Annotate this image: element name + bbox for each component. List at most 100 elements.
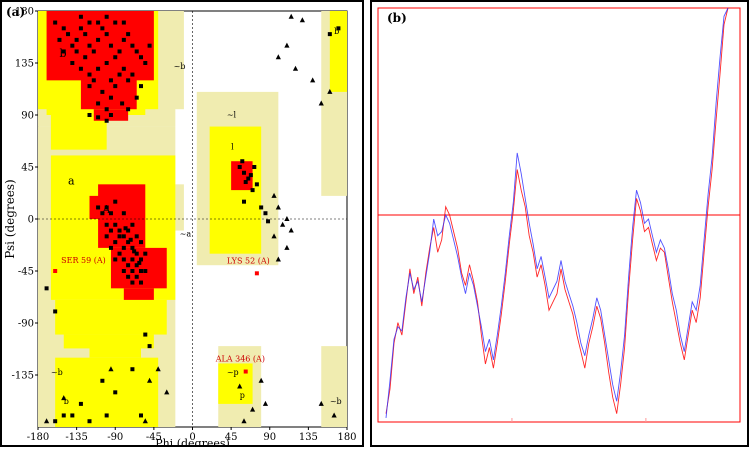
residue-point (139, 240, 143, 245)
residue-point (113, 84, 118, 89)
y-tick-label: -90 (18, 319, 34, 330)
x-tick-label: 0 (189, 432, 195, 443)
residue-point (132, 249, 137, 254)
residue-point (96, 205, 101, 210)
residue-point (104, 118, 109, 123)
outlier-label: SER 59 (A) (61, 256, 106, 265)
residue-point (130, 257, 135, 262)
residue-point (121, 269, 126, 273)
x-tick-label: 45 (225, 432, 238, 443)
residue-point (242, 170, 246, 175)
glycine-point (61, 395, 67, 401)
glycine-point (237, 383, 243, 389)
residue-point (252, 165, 257, 169)
residue-point (147, 344, 152, 349)
residue-point (263, 211, 268, 216)
residue-point (87, 419, 92, 424)
residue-point (139, 280, 143, 285)
residue-point (130, 245, 135, 250)
residue-point (126, 228, 131, 233)
residue-point (121, 234, 126, 239)
x-tick-label: -45 (146, 432, 162, 443)
residue-point (78, 14, 83, 19)
residue-point (123, 226, 128, 231)
y-tick-label: 0 (28, 215, 34, 226)
residue-point (121, 257, 126, 262)
residue-point (100, 378, 105, 383)
glycine-point (275, 204, 281, 210)
region-allowed-10 (329, 11, 347, 92)
outlier-point (254, 271, 259, 276)
residue-point (143, 269, 148, 273)
residue-point (134, 263, 139, 268)
residue-point (139, 413, 143, 418)
residue-point (104, 61, 109, 65)
residue-point (242, 199, 246, 204)
residue-point (250, 188, 255, 193)
region-generous-3 (158, 11, 184, 110)
x-axis-label: Phi (degrees) (155, 437, 230, 445)
region-label: ~p (227, 368, 239, 377)
residue-point (130, 367, 135, 372)
glycine-point (262, 400, 269, 406)
residue-point (104, 107, 109, 112)
residue-point (134, 251, 139, 256)
residue-point (70, 413, 75, 418)
glycine-point (310, 77, 316, 83)
residue-point (266, 219, 271, 224)
residue-point (96, 101, 101, 106)
region-core-0 (46, 11, 154, 81)
y-tick-label: 135 (15, 59, 34, 70)
residue-point (126, 107, 131, 112)
residue-point (126, 240, 131, 245)
residue-point (248, 173, 253, 178)
residue-point (104, 205, 109, 210)
x-tick-label: 90 (263, 432, 276, 443)
residue-point (108, 245, 113, 250)
residue-point (327, 32, 332, 37)
residue-point (70, 43, 75, 48)
outlier-label: ALA 346 (A) (215, 355, 265, 364)
region-allowed-7 (89, 346, 141, 358)
residue-point (117, 72, 122, 77)
residue-point (104, 32, 109, 37)
residue-point (121, 37, 126, 42)
residue-point (96, 115, 101, 120)
region-label: b (64, 397, 69, 406)
residue-point (100, 26, 105, 31)
glycine-point (299, 17, 305, 23)
residue-point (70, 61, 75, 65)
residue-point (87, 20, 92, 25)
glycine-point (284, 216, 290, 221)
residue-point (259, 205, 264, 210)
residue-point (104, 14, 109, 19)
glycine-point (284, 42, 290, 48)
region-allowed-5 (63, 334, 154, 349)
glycine-point (318, 400, 324, 406)
residue-point (53, 419, 58, 424)
x-tick-label: -90 (107, 432, 123, 443)
y-tick-label: 180 (15, 7, 34, 18)
x-tick-label: -180 (27, 432, 49, 443)
residue-point (113, 222, 118, 227)
glycine-point (327, 88, 333, 94)
residue-point (246, 176, 251, 181)
residue-point (139, 257, 143, 262)
residue-point (78, 401, 83, 406)
glycine-point (288, 227, 294, 233)
region-label: ~l (227, 110, 237, 119)
residue-point (130, 280, 135, 285)
y-tick-label: 45 (21, 163, 34, 174)
residue-point (139, 84, 143, 89)
residue-point (91, 49, 96, 54)
residue-point (134, 234, 139, 239)
glycine-point (155, 366, 161, 372)
residue-point (108, 113, 113, 117)
residue-point (113, 55, 118, 60)
residue-point (113, 20, 118, 25)
residue-point (336, 26, 341, 31)
region-core-5 (123, 288, 154, 300)
residue-point (121, 245, 126, 250)
region-label: ~b (330, 397, 342, 406)
glycine-point (275, 256, 281, 262)
